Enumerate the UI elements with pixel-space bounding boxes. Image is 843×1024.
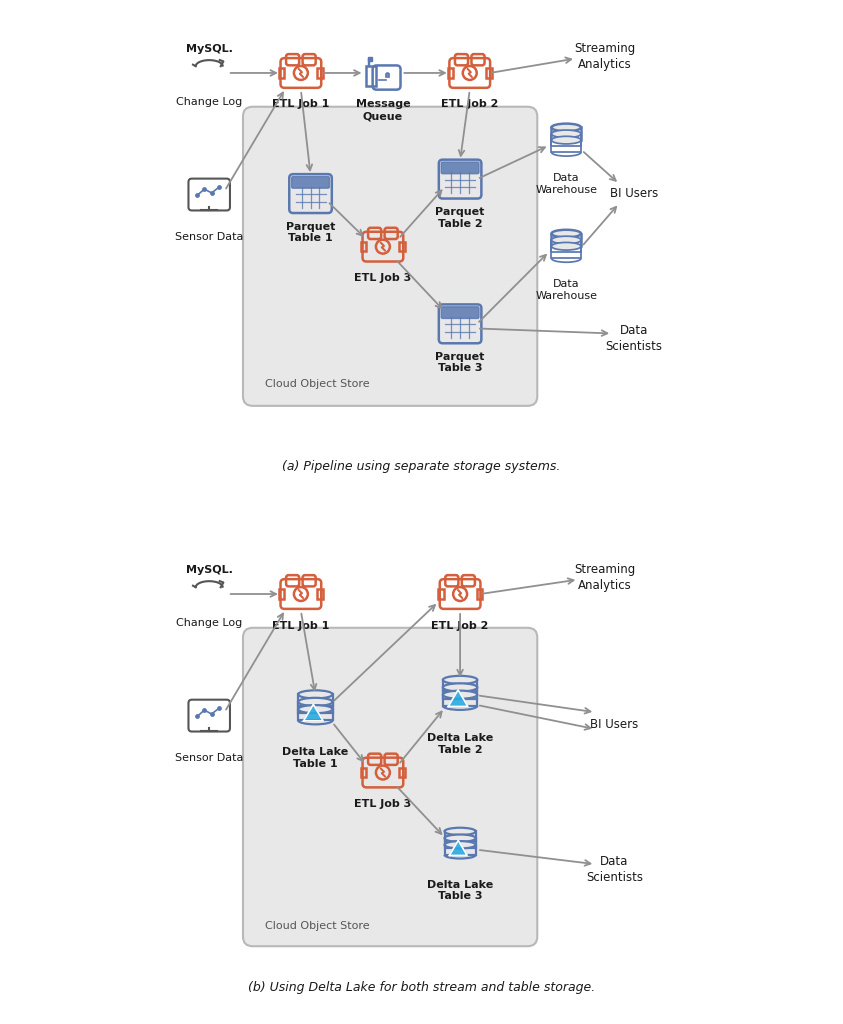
Text: Change Log: Change Log [176,97,242,108]
Text: Change Log: Change Log [176,618,242,628]
Text: Delta Lake
Table 2: Delta Lake Table 2 [427,733,493,755]
Bar [279,69,284,78]
Text: ETL Job 3: ETL Job 3 [354,799,411,809]
Polygon shape [449,841,467,855]
Text: Parquet
Table 2: Parquet Table 2 [435,207,485,228]
Ellipse shape [443,676,477,684]
Bar [367,66,377,86]
Polygon shape [303,705,323,721]
Text: Streaming
Analytics: Streaming Analytics [574,562,636,592]
Ellipse shape [443,690,477,698]
Ellipse shape [298,690,333,698]
Bar [317,69,323,78]
Bar [551,127,581,139]
Text: Delta Lake
Table 3: Delta Lake Table 3 [427,880,493,901]
Text: (b) Using Delta Lake for both stream and table storage.: (b) Using Delta Lake for both stream and… [248,981,595,994]
Ellipse shape [444,835,475,842]
Text: ETL Job 1: ETL Job 1 [272,621,330,631]
Point [191,709,204,725]
Text: ETL Job 2: ETL Job 2 [441,99,498,110]
FancyBboxPatch shape [243,628,537,946]
Bar [486,69,491,78]
Bar [551,134,581,146]
Bar [476,590,482,599]
Bar [361,768,367,777]
Bar [298,701,333,713]
Bar [368,58,369,66]
Ellipse shape [443,683,477,691]
Bar [385,75,389,78]
Text: Data
Warehouse: Data Warehouse [535,280,597,301]
Ellipse shape [551,229,581,238]
Ellipse shape [551,130,581,137]
Text: Sensor Data: Sensor Data [175,232,244,242]
Text: BI Users: BI Users [590,718,639,731]
Bar [368,57,373,61]
Ellipse shape [298,706,333,713]
Text: Streaming
Analytics: Streaming Analytics [574,42,636,71]
Text: MySQL.: MySQL. [185,564,233,574]
Bar [443,687,477,698]
FancyBboxPatch shape [292,176,330,188]
Bar [551,233,581,246]
Text: Cloud Object Store: Cloud Object Store [265,379,369,389]
Bar [361,242,367,251]
Text: Message
Queue: Message Queue [356,99,411,121]
Text: Data
Scientists: Data Scientists [586,854,643,884]
Text: Parquet
Table 1: Parquet Table 1 [286,221,336,243]
Point [212,700,226,717]
Bar [443,694,477,706]
Ellipse shape [551,136,581,144]
Bar [444,831,475,842]
Bar [448,69,454,78]
Bar [400,768,405,777]
Text: Cloud Object Store: Cloud Object Store [265,921,369,931]
FancyBboxPatch shape [441,307,479,318]
Ellipse shape [551,237,581,244]
Text: MySQL.: MySQL. [185,44,233,53]
FancyBboxPatch shape [441,162,479,174]
Point [197,181,211,198]
Bar [444,845,475,855]
Bar [444,839,475,848]
Text: (a) Pipeline using separate storage systems.: (a) Pipeline using separate storage syst… [282,461,561,473]
Ellipse shape [551,124,581,131]
Bar [298,694,333,706]
Text: ETL Job 1: ETL Job 1 [272,99,330,110]
Text: Parquet
Table 3: Parquet Table 3 [435,352,485,374]
Bar [443,680,477,691]
Ellipse shape [444,827,475,835]
Text: Data
Scientists: Data Scientists [605,324,663,353]
Ellipse shape [298,697,333,706]
Text: ETL Job 3: ETL Job 3 [354,273,411,284]
Text: Sensor Data: Sensor Data [175,754,244,763]
Bar [298,710,333,720]
Bar [279,590,284,599]
Point [205,706,218,722]
Bar [551,140,581,153]
Text: ETL Job 2: ETL Job 2 [432,621,489,631]
Ellipse shape [551,243,581,250]
Point [205,184,218,201]
Text: BI Users: BI Users [609,187,658,200]
Bar [551,240,581,252]
Polygon shape [448,690,468,707]
Point [212,179,226,196]
Bar [438,590,443,599]
Bar [551,246,581,258]
FancyBboxPatch shape [243,106,537,406]
Bar [400,242,405,251]
Point [197,702,211,719]
Text: Delta Lake
Table 1: Delta Lake Table 1 [282,748,348,769]
Bar [317,590,323,599]
Text: Data
Warehouse: Data Warehouse [535,173,597,195]
Ellipse shape [444,841,475,849]
Point [191,187,204,204]
